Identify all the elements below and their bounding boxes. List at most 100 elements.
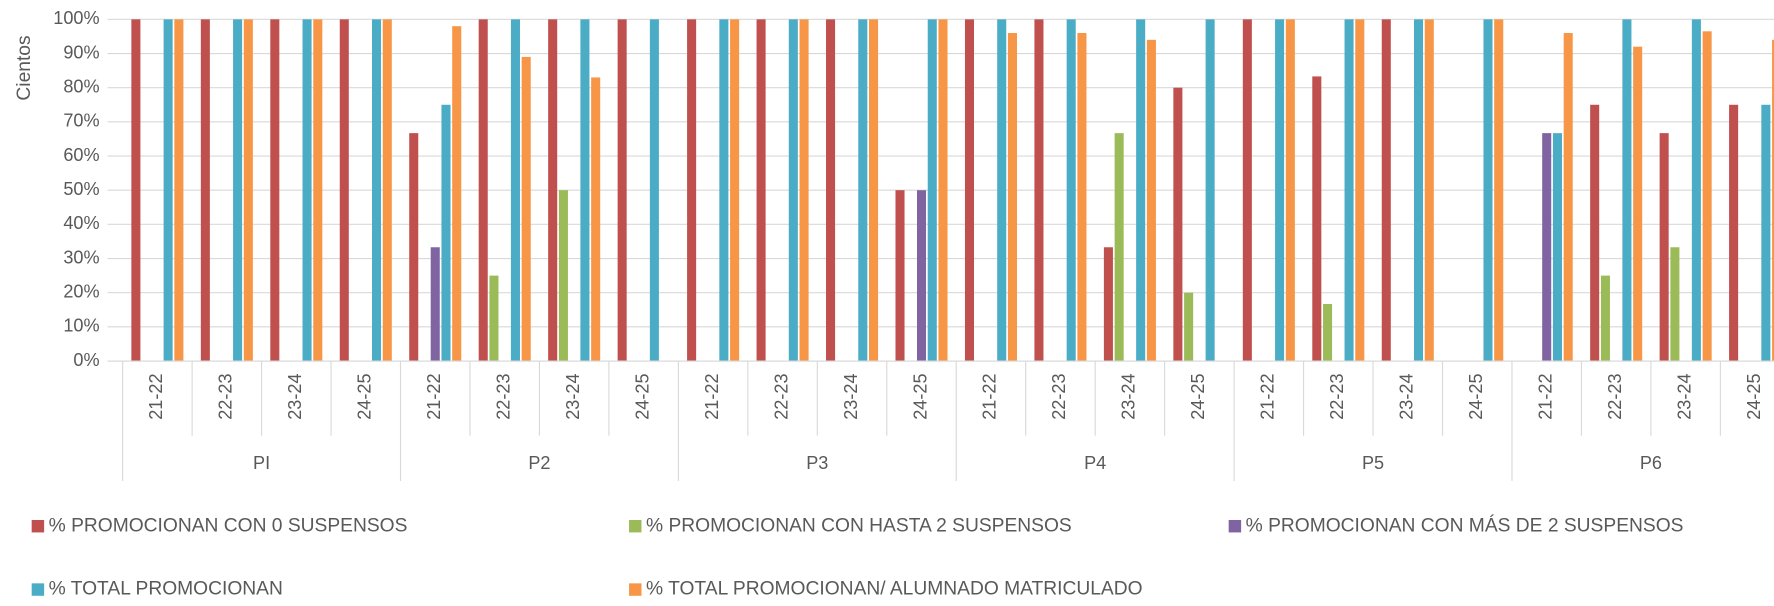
bar [1590,104,1600,362]
bar [270,19,280,362]
x-tick-label: 21-22 [146,373,166,419]
legend-label: % TOTAL PROMOCIONAN [49,579,283,600]
bar [938,19,948,362]
bar [1007,33,1017,362]
bar [1413,19,1424,362]
bar [382,19,392,362]
bar [1285,19,1295,362]
bar [510,19,520,362]
bar [895,190,905,362]
group-label: P2 [528,453,550,473]
bar [858,19,868,362]
bar [1066,19,1076,362]
bar [964,19,975,362]
x-tick-label: 24-25 [355,373,375,419]
y-axis-label: Cientos [14,35,35,100]
x-tick-label: 22-23 [493,373,513,419]
x-tick-label: 22-23 [1605,373,1625,419]
bar [489,275,499,362]
bar [1483,19,1493,362]
bar [1205,19,1215,362]
bar [430,247,440,362]
bar [927,19,937,362]
bar [163,19,173,362]
y-tick-label: 30% [63,247,99,267]
y-tick-label: 10% [63,316,99,336]
bar [1622,19,1632,362]
x-tick-label: 24-25 [1466,373,1486,419]
bar [1494,19,1504,362]
bar [1600,275,1610,362]
x-tick-label: 24-25 [632,373,652,419]
bar [1114,133,1124,362]
bar [799,19,809,362]
y-tick-label: 20% [63,281,99,301]
bar [409,133,419,362]
bar [174,19,184,362]
bar [1173,87,1183,362]
x-tick-label: 21-22 [1258,373,1278,419]
legend-swatch [629,583,642,596]
bar [719,19,729,362]
bar [1344,19,1354,362]
bar [1563,33,1573,362]
bar [1136,19,1146,362]
legend-swatch [31,519,45,533]
bar [1633,46,1643,362]
x-tick-label: 24-25 [1188,373,1208,419]
bar [826,19,836,362]
x-tick-label: 23-24 [1674,373,1694,419]
bar [1542,133,1552,362]
x-tick-label: 23-24 [285,373,305,419]
group-label: P5 [1362,453,1384,473]
legend-swatch [1228,519,1242,533]
bar [1034,19,1044,362]
bar [441,104,451,362]
y-tick-label: 50% [63,179,99,199]
legend-label: % PROMOCIONAN CON HASTA 2 SUSPENSOS [646,515,1072,536]
bar [869,19,879,362]
bar [1670,247,1680,362]
group-label: P6 [1640,453,1662,473]
x-tick-label: 24-25 [910,373,930,419]
y-tick-label: 0% [73,350,99,370]
y-tick-label: 70% [63,111,99,131]
x-tick-label: 22-23 [1049,373,1069,419]
bar [233,19,243,362]
bar [548,19,558,362]
bar [1381,19,1391,362]
bar [617,19,627,362]
bar [200,19,210,362]
bar [649,19,659,362]
y-tick-label: 80% [63,76,99,96]
bar [339,19,349,362]
bar [521,56,531,362]
x-tick-label: 22-23 [216,373,236,419]
x-tick-label: 23-24 [1119,373,1139,419]
x-tick-label: 23-24 [841,373,861,419]
group-label: P4 [1084,453,1106,473]
bar [730,19,740,362]
bar [558,190,568,362]
legend-swatch [629,519,642,533]
y-tick-label: 100% [53,8,99,28]
legend-label: % PROMOCIONAN CON MÁS DE 2 SUSPENSOS [1246,515,1684,536]
bar [1312,76,1322,362]
bar [1323,303,1333,362]
bar [997,19,1007,362]
group-label: P3 [806,453,828,473]
bar [788,19,798,362]
y-tick-label: 60% [63,145,99,165]
bar [371,19,382,362]
bar [687,19,697,362]
bar [756,19,766,362]
x-tick-label: 22-23 [1327,373,1347,419]
bar [1761,104,1771,362]
legend-label: % PROMOCIONAN CON 0 SUSPENSOS [49,515,408,536]
bar [1242,19,1252,362]
bar [243,19,253,362]
y-tick-label: 40% [63,213,99,233]
bar [1424,19,1434,362]
legend-swatch [31,583,45,596]
